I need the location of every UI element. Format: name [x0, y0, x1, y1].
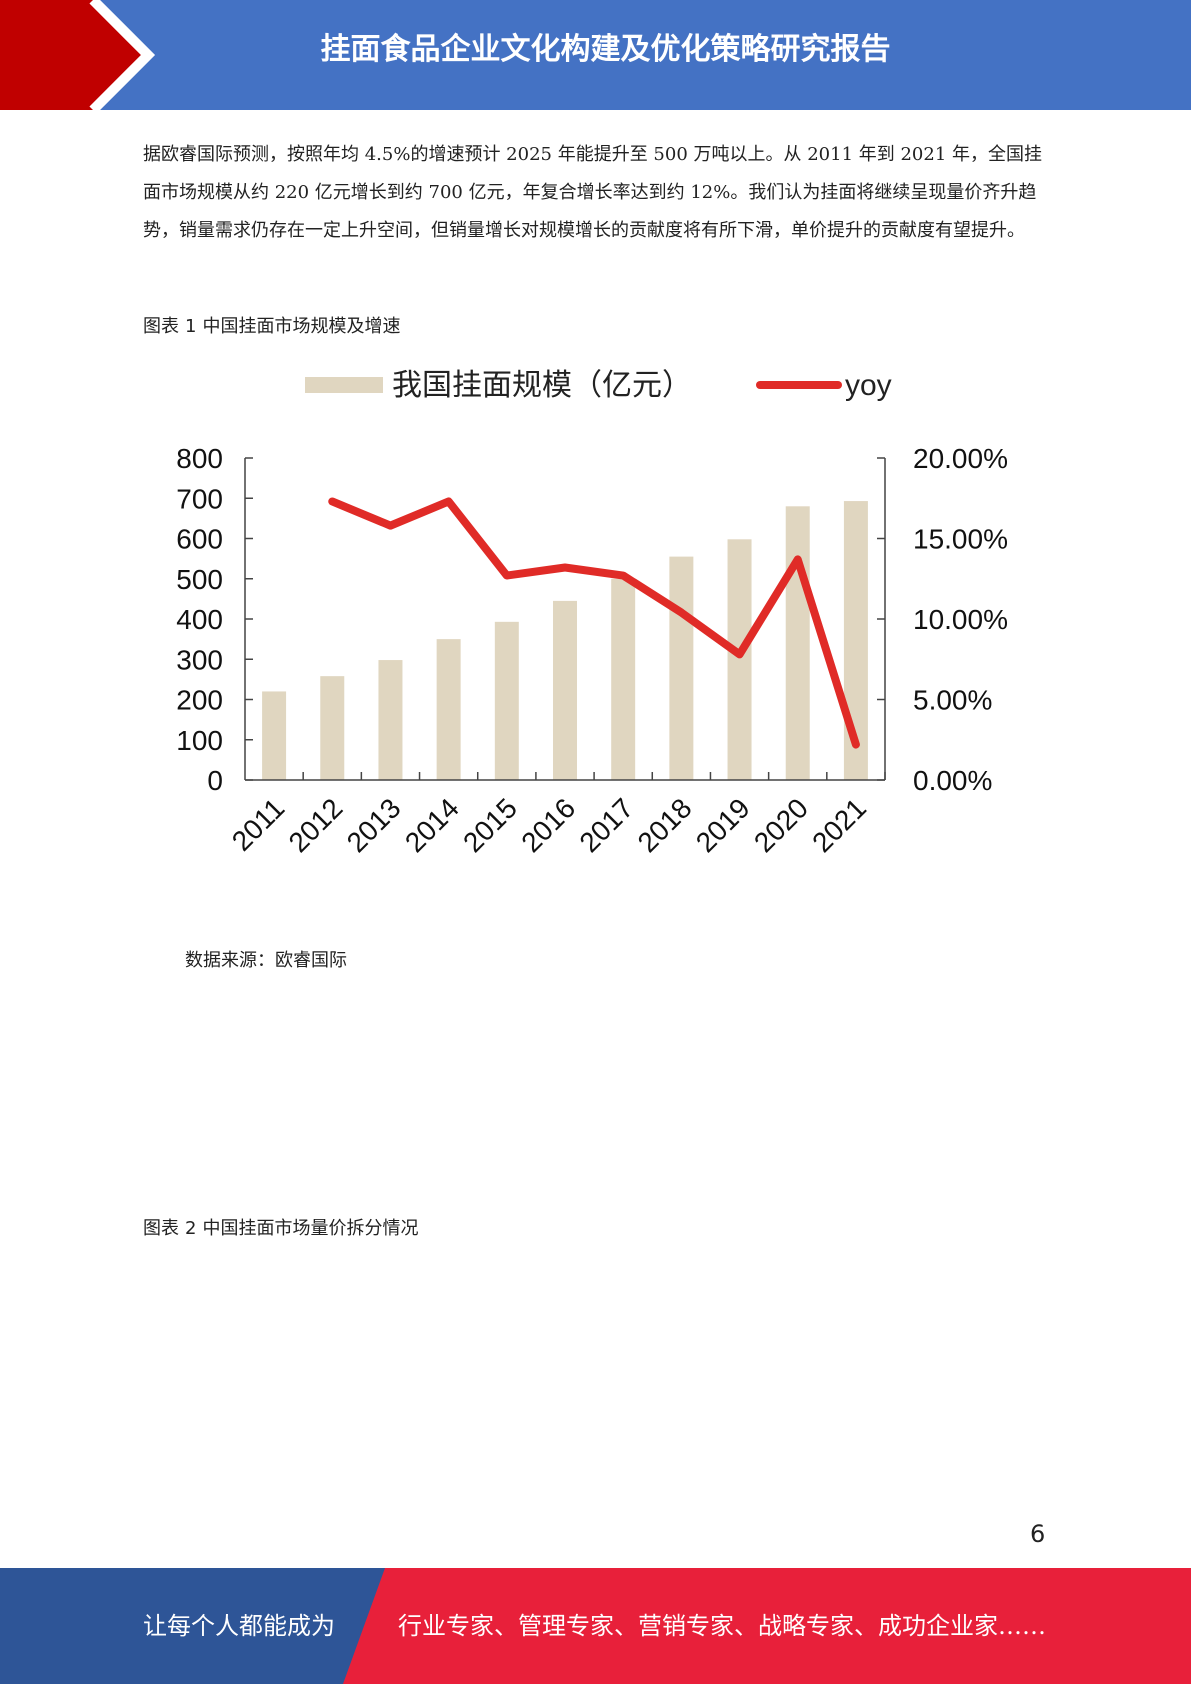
figure-2-title: 中国挂面市场量价拆分情况 — [202, 1218, 419, 1239]
bar-2014 — [436, 639, 461, 780]
left-tick-label: 600 — [176, 524, 223, 555]
page-number: 6 — [1030, 1520, 1046, 1548]
figure-1-source: 数据来源：欧睿国际 — [185, 950, 347, 971]
legend-label-bars: 我国挂面规模（亿元） — [392, 369, 692, 402]
right-tick-label: 15.00% — [913, 524, 1008, 555]
x-tick-label: 2016 — [515, 792, 581, 858]
x-tick-label: 2019 — [690, 792, 756, 858]
bar-2012 — [320, 676, 345, 780]
left-tick-label: 500 — [176, 564, 223, 595]
body-paragraph: 据欧睿国际预测，按照年均 4.5%的增速预计 2025 年能提升至 500 万吨… — [143, 144, 1043, 241]
left-tick-label: 200 — [176, 685, 223, 716]
left-tick-label: 300 — [176, 644, 223, 675]
figure-1-caption: 图表 1 中国挂面市场规模及增速 — [143, 312, 400, 338]
header-decoration — [0, 0, 156, 110]
legend-label-yoy: yoy — [845, 369, 892, 402]
x-tick-label: 2018 — [632, 792, 698, 858]
x-tick-label: 2020 — [748, 792, 814, 858]
bar-2017 — [611, 578, 636, 780]
yoy-line — [328, 497, 860, 749]
figure-2-label: 图表 — [143, 1218, 179, 1239]
right-tick-label: 10.00% — [913, 604, 1008, 635]
bar-2018 — [669, 556, 694, 780]
right-tick-label: 0.00% — [913, 765, 992, 796]
x-tick-label: 2017 — [573, 792, 639, 858]
figure-1-title: 中国挂面市场规模及增速 — [202, 316, 401, 337]
legend-swatch-bars — [305, 377, 383, 393]
left-tick-label: 700 — [176, 483, 223, 514]
x-tick-label: 2014 — [399, 792, 465, 858]
left-tick-label: 800 — [176, 443, 223, 474]
left-tick-label: 100 — [176, 725, 223, 756]
x-tick-label: 2015 — [457, 792, 523, 858]
page-header: 挂面食品企业文化构建及优化策略研究报告 — [0, 0, 1191, 110]
bar-2011 — [262, 691, 287, 780]
market-size-chart: 我国挂面规模（亿元） yoy 0 100 200 300 400 500 600 700 800 0.… — [176, 369, 1008, 858]
figure-2-caption: 图表 2 中国挂面市场量价拆分情况 — [143, 1214, 418, 1240]
left-tick-label: 0 — [207, 765, 223, 796]
x-tick-label: 2012 — [283, 792, 349, 858]
x-tick-label: 2011 — [226, 792, 291, 857]
right-tick-label: 20.00% — [913, 443, 1008, 474]
x-tick-label: 2013 — [341, 792, 407, 858]
left-tick-label: 400 — [176, 604, 223, 635]
bar-2013 — [378, 660, 403, 780]
footer-slogan-right: 行业专家、管理专家、营销专家、战略专家、成功企业家…… — [398, 1612, 1046, 1640]
report-title: 挂面食品企业文化构建及优化策略研究报告 — [320, 32, 891, 67]
bar-2019 — [727, 539, 752, 780]
x-tick-label: 2021 — [806, 792, 872, 858]
footer-slogan-left: 让每个人都能成为 — [143, 1612, 335, 1640]
bar-2020 — [785, 506, 810, 780]
bar-2016 — [553, 600, 577, 780]
figure-1-number: 1 — [185, 316, 197, 337]
footer-decoration — [0, 1568, 1191, 1684]
bar-2015 — [494, 621, 519, 780]
figure-1-label: 图表 — [143, 316, 179, 337]
page-footer: 让每个人都能成为 行业专家、管理专家、营销专家、战略专家、成功企业家…… — [0, 1568, 1191, 1684]
right-tick-label: 5.00% — [913, 685, 992, 716]
figure-2-number: 2 — [185, 1218, 197, 1239]
